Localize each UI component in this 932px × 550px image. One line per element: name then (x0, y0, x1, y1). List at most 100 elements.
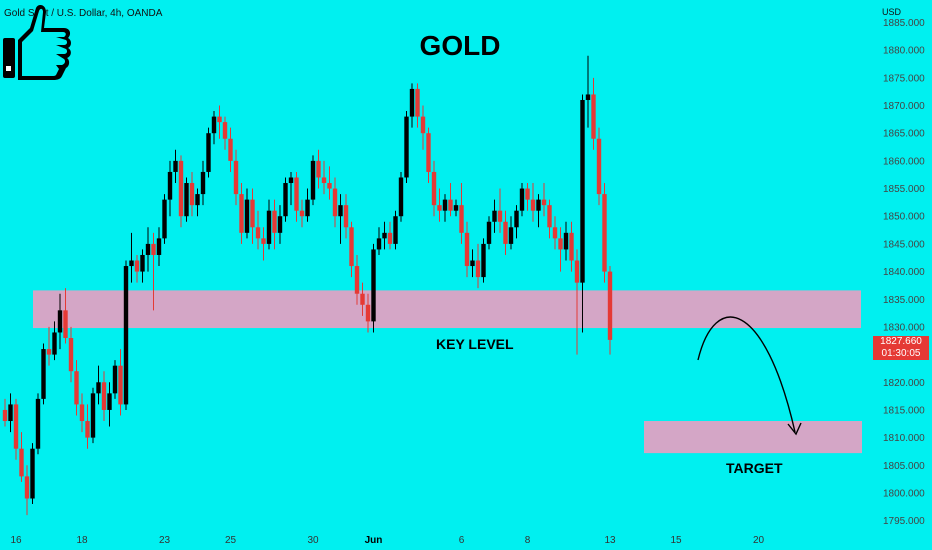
candle-down (239, 194, 244, 233)
candle-up (536, 199, 541, 211)
y-tick-label: 1880.000 (883, 46, 925, 57)
candle-down (607, 271, 613, 340)
candle-up (492, 210, 497, 222)
candle-down (250, 199, 255, 228)
y-tick-label: 1875.000 (883, 73, 925, 84)
candle-down (365, 304, 371, 322)
candle-down (464, 232, 470, 267)
x-tick-label: 16 (10, 535, 22, 546)
y-tick-label: 1860.000 (883, 156, 925, 167)
candle-up (123, 266, 129, 405)
candle-up (404, 116, 409, 178)
candle-up (112, 365, 118, 394)
candle-down (431, 171, 437, 206)
candle-up (57, 310, 63, 333)
candle-down (569, 232, 574, 261)
candle-down (189, 183, 195, 206)
price-axis[interactable]: 1885.000 1880.000 1875.000 1870.000 1865.000… (883, 18, 925, 527)
x-tick-label: 8 (525, 535, 531, 546)
candle-up (585, 94, 591, 100)
candle-down (415, 88, 420, 117)
candle-up (508, 227, 514, 244)
candle-up (211, 116, 217, 134)
y-tick-label: 1805.000 (883, 461, 925, 472)
candle-up (283, 183, 288, 217)
candle-down (74, 371, 79, 405)
candle-up (376, 238, 382, 250)
candle-down (547, 205, 552, 228)
candle-up (393, 216, 398, 244)
candle-up (486, 221, 492, 244)
y-tick-label: 1835.000 (883, 295, 925, 306)
x-tick-label: 20 (753, 535, 765, 546)
candle-up (35, 398, 41, 449)
candle-up (41, 349, 46, 399)
candle-down (299, 210, 305, 217)
candle-up (162, 199, 167, 239)
candle-up (409, 88, 415, 117)
candle-up (310, 160, 316, 200)
candle-down (459, 205, 464, 233)
candle-down (2, 409, 8, 422)
candle-down (85, 421, 90, 438)
candle-down (222, 122, 228, 139)
candle-down (591, 94, 596, 139)
candle-down (420, 116, 426, 134)
candle-down (63, 310, 68, 338)
candle-down (475, 260, 481, 278)
candle-up (184, 183, 189, 217)
y-tick-label: 1870.000 (883, 101, 925, 112)
y-tick-label: 1855.000 (883, 184, 925, 195)
candle-up (305, 199, 310, 217)
zones-layer (33, 290, 862, 454)
target-label: TARGET (726, 460, 783, 476)
candle-down (497, 210, 503, 222)
x-tick-label: 23 (159, 535, 171, 546)
candle-down (426, 133, 431, 172)
candle-up (563, 232, 569, 250)
candle-down (294, 177, 299, 211)
candle-up (96, 382, 101, 394)
candle-up (90, 393, 96, 438)
candle-down (68, 337, 74, 372)
candle-up (107, 393, 112, 410)
y-tick-label: 1850.000 (883, 212, 925, 223)
x-tick-label: 30 (307, 535, 319, 546)
thumbs-up-icon (3, 4, 71, 81)
candle-up (481, 243, 486, 278)
x-tick-label: Jun (365, 535, 383, 546)
candle-down (101, 382, 107, 410)
candle-down (228, 138, 233, 161)
time-axis[interactable]: 16 18 23 25 30 Jun 6 8 13 15 20 (10, 535, 764, 546)
y-tick-label: 1845.000 (883, 239, 925, 250)
candle-up (453, 205, 459, 211)
candle-down (79, 404, 85, 422)
candle-up (338, 205, 343, 217)
y-tick-label: 1840.000 (883, 267, 925, 278)
candle-down (387, 232, 393, 244)
x-tick-label: 25 (225, 535, 237, 546)
candle-down (178, 160, 184, 217)
candle-down (558, 238, 563, 250)
candle-up (52, 332, 57, 355)
current-price: 1827.660 (880, 336, 922, 347)
candle-down (217, 116, 222, 123)
candle-up (514, 210, 519, 228)
candle-down (151, 243, 156, 255)
candle-up (195, 194, 200, 206)
forecast-arrow-path (697, 316, 796, 433)
candle-up (266, 210, 272, 244)
currency-label: USD (882, 7, 902, 17)
candle-up (288, 177, 294, 184)
y-tick-label: 1815.000 (883, 405, 925, 416)
candle-up (145, 243, 151, 255)
candle-up (277, 216, 283, 233)
candle-down (503, 221, 508, 244)
candle-down (19, 448, 24, 477)
candle-down (118, 365, 123, 405)
candle-down (574, 260, 580, 283)
candle-down (525, 188, 530, 200)
candle-up (140, 254, 145, 272)
